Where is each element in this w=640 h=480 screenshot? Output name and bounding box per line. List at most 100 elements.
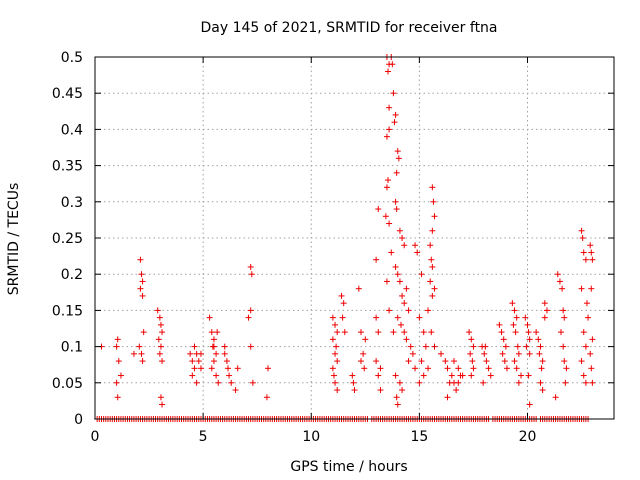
data-point [543,307,550,314]
data-point [157,343,164,350]
data-point [375,206,382,213]
data-point [396,379,403,386]
data-point [515,379,522,386]
data-point [159,358,166,365]
data-point [389,61,396,68]
x-tick-label: 0 [91,429,100,445]
data-point [470,365,477,372]
data-point [407,343,414,350]
data-point [232,387,239,394]
data-point [450,358,457,365]
data-point [247,307,254,314]
x-tick-label: 10 [302,429,320,445]
data-point [390,329,397,336]
data-point [430,198,437,205]
data-point [588,249,595,256]
data-point [425,307,432,314]
data-point [509,300,516,307]
data-point [394,148,401,155]
data-point [113,379,120,386]
data-point [187,350,194,357]
data-point [470,343,477,350]
data-point [333,343,340,350]
data-point [157,394,164,401]
data-point [224,365,231,372]
data-point [247,343,254,350]
data-point [401,242,408,249]
data-point [195,358,202,365]
data-point [501,358,508,365]
data-point [512,329,519,336]
data-point [156,350,163,357]
data-point [228,379,235,386]
y-axis-label: SRMTID / TECUs [6,183,22,296]
data-point [487,372,494,379]
data-point [394,271,401,278]
data-marks [94,54,596,422]
data-point [388,249,395,256]
data-point [357,329,364,336]
data-point [226,372,233,379]
data-point [587,242,594,249]
data-point [392,198,399,205]
data-point [329,314,336,321]
data-point [361,365,368,372]
y-tick-label: 0.2 [61,267,83,283]
data-point [431,285,438,292]
data-point [383,133,390,140]
data-point [130,350,137,357]
data-point [580,249,587,256]
data-point [373,256,380,263]
data-point [137,285,144,292]
data-point [579,235,586,241]
data-point [362,336,369,343]
data-point [155,336,162,343]
data-point [382,213,389,220]
data-point [360,350,367,357]
data-point [526,401,533,408]
data-point [578,227,585,234]
data-point [469,358,476,365]
data-point [533,329,540,336]
data-point [442,358,449,365]
data-point [526,336,533,343]
data-point [552,394,559,401]
data-point [459,372,466,379]
data-point [213,350,220,357]
data-point [210,336,217,343]
data-point [206,314,213,321]
data-point [513,314,520,321]
data-point [582,256,589,263]
data-point [514,343,521,350]
data-point [409,350,416,357]
data-point [401,329,408,336]
data-point [401,300,408,307]
data-point [392,111,399,118]
data-point [191,343,198,350]
data-point [137,256,144,263]
data-point [159,329,166,336]
data-point [560,307,567,314]
data-point [215,379,222,386]
y-tick-label: 0.1 [61,340,83,356]
data-point [431,213,438,220]
data-point [420,372,427,379]
data-point [541,300,548,307]
data-point [351,387,358,394]
data-point [502,343,509,350]
data-point [393,169,400,176]
data-point [578,285,585,292]
data-point [340,300,347,307]
data-point [500,336,507,343]
data-point [428,329,435,336]
data-point [189,358,196,365]
data-point [467,350,474,357]
y-tick-label: 0.05 [52,376,83,392]
data-point [554,271,561,278]
data-point [510,321,517,328]
data-point [558,329,565,336]
data-point [525,329,532,336]
data-point [156,314,163,321]
data-point [444,365,451,372]
